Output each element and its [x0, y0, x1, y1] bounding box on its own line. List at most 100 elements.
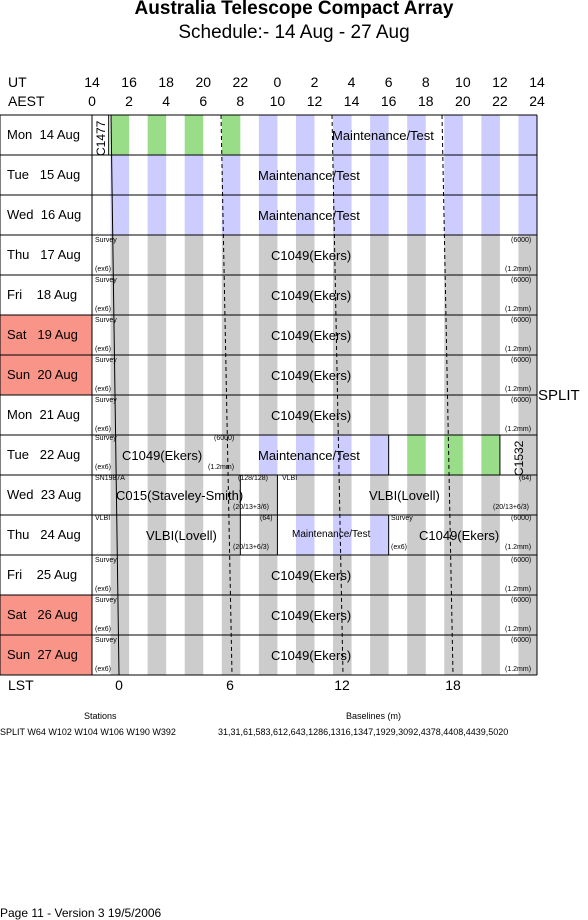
aest-axis-label: AEST: [8, 93, 45, 109]
res-label: (1.2mm): [505, 666, 532, 673]
ut-tick-label: 18: [158, 74, 174, 90]
ex6-label: (ex6): [95, 426, 111, 433]
band-label: (6000): [511, 637, 532, 644]
hour-stripe: [184, 635, 204, 675]
c015-band-label: (128/128): [238, 475, 268, 482]
hour-stripe: [147, 635, 167, 675]
hour-stripe: [333, 275, 352, 315]
day-label: Mon 21 Aug: [7, 407, 80, 422]
baselines-title: Baselines (m): [346, 711, 402, 721]
stations-title: Stations: [84, 711, 117, 721]
hour-stripe: [295, 155, 315, 195]
hour-stripe: [221, 515, 241, 555]
c1049-label: C1049(Ekers): [271, 288, 352, 303]
hour-stripe: [295, 515, 315, 555]
hour-stripe: [110, 115, 130, 155]
res-label: (1.2mm): [505, 586, 532, 593]
res-label-thu24: (1.2mm): [505, 544, 532, 551]
hour-stripe: [221, 395, 241, 435]
hour-stripe: [184, 555, 204, 595]
survey-label-thu24: Survey: [391, 515, 413, 522]
c1532-label: C1532: [512, 440, 526, 476]
hour-stripe: [407, 475, 426, 515]
hour-stripe: [221, 635, 241, 675]
hour-stripe: [481, 475, 500, 515]
hour-stripe: [147, 195, 167, 235]
hour-stripe: [147, 315, 167, 355]
hour-stripe: [184, 315, 204, 355]
hour-stripe: [518, 475, 537, 515]
vlbi-label-wed23: VLBI: [282, 475, 298, 482]
hour-stripe: [407, 195, 426, 235]
hour-stripe: [295, 395, 315, 435]
hour-stripe: [370, 155, 389, 195]
hour-stripe: [444, 155, 463, 195]
hour-stripe: [407, 235, 426, 275]
hour-stripe: [444, 555, 463, 595]
weekend-highlight: [0, 315, 92, 355]
hour-stripe: [258, 595, 278, 635]
hour-stripe: [147, 235, 167, 275]
hour-stripe: [370, 555, 389, 595]
c1049-label-thu24: C1049(Ekers): [419, 528, 500, 543]
hour-stripe: [370, 355, 389, 395]
ex6-label-thu24: (ex6): [391, 544, 407, 551]
band-label: (6000): [511, 317, 532, 324]
hour-stripe: [110, 275, 130, 315]
survey-label: Survey: [95, 277, 117, 284]
hour-stripe: [295, 195, 315, 235]
hour-stripe: [110, 635, 130, 675]
band-label: (6000): [511, 397, 532, 404]
ut-axis-label: UT: [8, 74, 27, 90]
hour-stripe: [444, 475, 463, 515]
hour-stripe: [407, 155, 426, 195]
hour-stripe: [444, 115, 463, 155]
hour-stripe: [518, 155, 537, 195]
hour-stripe: [333, 235, 352, 275]
c1477-label: C1477: [94, 120, 108, 156]
ut-tick-label: 20: [195, 74, 212, 90]
res-label: (1.2mm): [505, 346, 532, 353]
hour-stripe: [333, 515, 352, 555]
hour-stripe: [295, 275, 315, 315]
ex6-label-tue22: (ex6): [95, 464, 111, 471]
hour-stripe: [518, 275, 537, 315]
stations-value: SPLIT W64 W102 W104 W106 W190 W392: [0, 727, 176, 737]
hour-stripe: [295, 595, 315, 635]
hour-stripe: [444, 515, 463, 555]
hour-stripe: [333, 115, 352, 155]
split-label: SPLIT: [538, 387, 580, 404]
hour-stripe: [370, 635, 389, 675]
hour-stripe: [518, 195, 537, 235]
hour-stripe: [444, 355, 463, 395]
hour-stripe: [333, 315, 352, 355]
hour-stripe: [258, 555, 278, 595]
hour-stripe: [221, 275, 241, 315]
hour-stripe: [407, 395, 426, 435]
hour-stripe: [110, 315, 130, 355]
lst-6-line: [220, 114, 233, 676]
hour-stripe: [295, 435, 315, 475]
hour-stripe: [147, 435, 167, 475]
hour-stripe: [221, 315, 241, 355]
hour-stripe: [370, 235, 389, 275]
hour-stripe: [333, 555, 352, 595]
baselines-value: 31,31,61,583,612,643,1286,1316,1347,1929…: [218, 727, 509, 737]
hour-stripe: [481, 155, 500, 195]
band-label: (6000): [511, 597, 532, 604]
page-footer: Page 11 - Version 3 19/5/2006: [0, 906, 162, 920]
hour-stripe: [147, 555, 167, 595]
aest-tick-label: 0: [88, 93, 96, 109]
hour-stripe: [147, 275, 167, 315]
day-label: Sun 20 Aug: [7, 367, 78, 382]
hour-stripe: [258, 635, 278, 675]
lst-18-line: [441, 114, 454, 676]
hour-stripe: [221, 155, 241, 195]
band-label-thu24: (6000): [511, 515, 532, 522]
ut-tick-label: 4: [347, 74, 356, 90]
ut-tick-label: 14: [529, 74, 545, 90]
hour-stripe: [184, 395, 204, 435]
vlbi-lovell-label-thu24: VLBI(Lovell): [146, 528, 217, 543]
aest-tick-label: 24: [529, 93, 545, 109]
weekend-highlight: [0, 595, 92, 635]
